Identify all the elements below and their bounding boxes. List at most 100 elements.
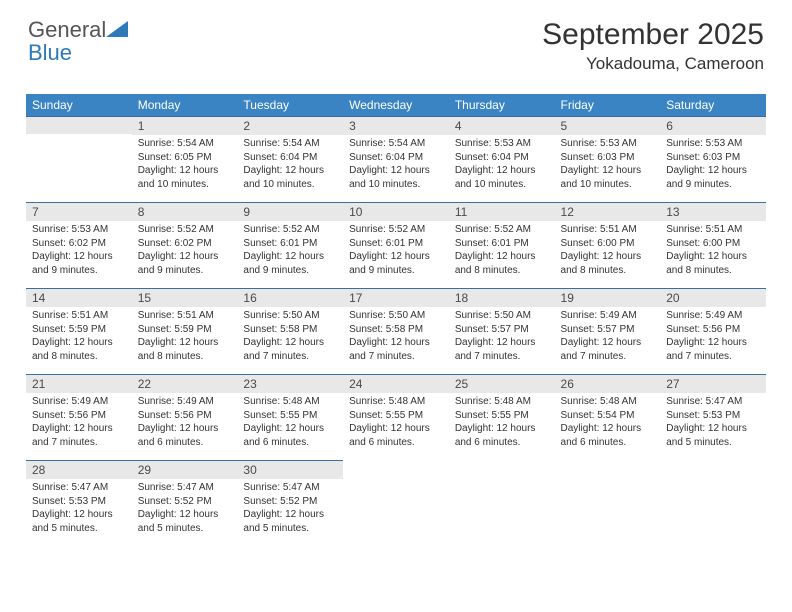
day-number-bar: 12 <box>555 202 661 221</box>
day-number-bar: 20 <box>660 288 766 307</box>
day-content: Sunrise: 5:47 AMSunset: 5:52 PMDaylight:… <box>132 479 238 539</box>
day-number-bar: 15 <box>132 288 238 307</box>
day-number-bar: 13 <box>660 202 766 221</box>
calendar-cell: 21Sunrise: 5:49 AMSunset: 5:56 PMDayligh… <box>26 374 132 460</box>
day-content: Sunrise: 5:50 AMSunset: 5:58 PMDaylight:… <box>237 307 343 367</box>
calendar-cell: 24Sunrise: 5:48 AMSunset: 5:55 PMDayligh… <box>343 374 449 460</box>
day-content: Sunrise: 5:51 AMSunset: 6:00 PMDaylight:… <box>660 221 766 281</box>
day-number-bar: 22 <box>132 374 238 393</box>
day-number-bar: 5 <box>555 116 661 135</box>
day-number-bar: 10 <box>343 202 449 221</box>
weekday-header: Friday <box>555 94 661 116</box>
calendar-cell: 22Sunrise: 5:49 AMSunset: 5:56 PMDayligh… <box>132 374 238 460</box>
calendar-cell <box>343 460 449 546</box>
calendar-cell <box>555 460 661 546</box>
day-number-bar: 27 <box>660 374 766 393</box>
calendar-cell: 11Sunrise: 5:52 AMSunset: 6:01 PMDayligh… <box>449 202 555 288</box>
day-number-bar <box>26 116 132 134</box>
month-title: September 2025 <box>542 18 764 52</box>
calendar-cell: 9Sunrise: 5:52 AMSunset: 6:01 PMDaylight… <box>237 202 343 288</box>
calendar-cell: 23Sunrise: 5:48 AMSunset: 5:55 PMDayligh… <box>237 374 343 460</box>
day-number-bar: 4 <box>449 116 555 135</box>
day-number-bar: 21 <box>26 374 132 393</box>
day-number-bar: 14 <box>26 288 132 307</box>
calendar-cell: 16Sunrise: 5:50 AMSunset: 5:58 PMDayligh… <box>237 288 343 374</box>
day-content: Sunrise: 5:53 AMSunset: 6:03 PMDaylight:… <box>555 135 661 195</box>
calendar-cell: 2Sunrise: 5:54 AMSunset: 6:04 PMDaylight… <box>237 116 343 202</box>
day-content: Sunrise: 5:48 AMSunset: 5:55 PMDaylight:… <box>343 393 449 453</box>
weekday-header: Sunday <box>26 94 132 116</box>
day-content: Sunrise: 5:48 AMSunset: 5:54 PMDaylight:… <box>555 393 661 453</box>
calendar-cell: 5Sunrise: 5:53 AMSunset: 6:03 PMDaylight… <box>555 116 661 202</box>
day-content: Sunrise: 5:50 AMSunset: 5:58 PMDaylight:… <box>343 307 449 367</box>
day-number-bar: 18 <box>449 288 555 307</box>
calendar-cell: 29Sunrise: 5:47 AMSunset: 5:52 PMDayligh… <box>132 460 238 546</box>
calendar-cell: 13Sunrise: 5:51 AMSunset: 6:00 PMDayligh… <box>660 202 766 288</box>
day-content: Sunrise: 5:49 AMSunset: 5:56 PMDaylight:… <box>660 307 766 367</box>
day-content: Sunrise: 5:48 AMSunset: 5:55 PMDaylight:… <box>449 393 555 453</box>
day-content: Sunrise: 5:51 AMSunset: 6:00 PMDaylight:… <box>555 221 661 281</box>
day-content: Sunrise: 5:51 AMSunset: 5:59 PMDaylight:… <box>26 307 132 367</box>
day-number-bar: 23 <box>237 374 343 393</box>
day-number-bar: 25 <box>449 374 555 393</box>
day-content: Sunrise: 5:47 AMSunset: 5:52 PMDaylight:… <box>237 479 343 539</box>
calendar-cell: 3Sunrise: 5:54 AMSunset: 6:04 PMDaylight… <box>343 116 449 202</box>
day-content: Sunrise: 5:52 AMSunset: 6:01 PMDaylight:… <box>237 221 343 281</box>
day-number-bar: 3 <box>343 116 449 135</box>
day-number-bar: 9 <box>237 202 343 221</box>
calendar-cell: 18Sunrise: 5:50 AMSunset: 5:57 PMDayligh… <box>449 288 555 374</box>
brand-text-1: General <box>28 17 106 42</box>
day-number-bar: 30 <box>237 460 343 479</box>
calendar-row: 28Sunrise: 5:47 AMSunset: 5:53 PMDayligh… <box>26 460 766 546</box>
calendar-cell: 28Sunrise: 5:47 AMSunset: 5:53 PMDayligh… <box>26 460 132 546</box>
weekday-header: Tuesday <box>237 94 343 116</box>
calendar-body: 1Sunrise: 5:54 AMSunset: 6:05 PMDaylight… <box>26 116 766 546</box>
calendar-cell: 1Sunrise: 5:54 AMSunset: 6:05 PMDaylight… <box>132 116 238 202</box>
weekday-header: Saturday <box>660 94 766 116</box>
day-content: Sunrise: 5:53 AMSunset: 6:04 PMDaylight:… <box>449 135 555 195</box>
day-content: Sunrise: 5:52 AMSunset: 6:02 PMDaylight:… <box>132 221 238 281</box>
day-content: Sunrise: 5:52 AMSunset: 6:01 PMDaylight:… <box>449 221 555 281</box>
calendar-cell: 10Sunrise: 5:52 AMSunset: 6:01 PMDayligh… <box>343 202 449 288</box>
day-number-bar: 19 <box>555 288 661 307</box>
day-number-bar: 6 <box>660 116 766 135</box>
location: Yokadouma, Cameroon <box>542 54 764 74</box>
calendar-cell: 19Sunrise: 5:49 AMSunset: 5:57 PMDayligh… <box>555 288 661 374</box>
day-number-bar: 11 <box>449 202 555 221</box>
calendar-row: 7Sunrise: 5:53 AMSunset: 6:02 PMDaylight… <box>26 202 766 288</box>
day-content: Sunrise: 5:49 AMSunset: 5:57 PMDaylight:… <box>555 307 661 367</box>
day-content: Sunrise: 5:54 AMSunset: 6:05 PMDaylight:… <box>132 135 238 195</box>
brand-text-2: Blue <box>28 40 72 65</box>
day-content: Sunrise: 5:53 AMSunset: 6:02 PMDaylight:… <box>26 221 132 281</box>
calendar-cell: 15Sunrise: 5:51 AMSunset: 5:59 PMDayligh… <box>132 288 238 374</box>
day-content: Sunrise: 5:49 AMSunset: 5:56 PMDaylight:… <box>26 393 132 453</box>
calendar-cell: 30Sunrise: 5:47 AMSunset: 5:52 PMDayligh… <box>237 460 343 546</box>
day-number-bar: 8 <box>132 202 238 221</box>
day-number-bar: 7 <box>26 202 132 221</box>
day-number-bar: 29 <box>132 460 238 479</box>
calendar-row: 1Sunrise: 5:54 AMSunset: 6:05 PMDaylight… <box>26 116 766 202</box>
brand-triangle-icon <box>106 21 128 39</box>
brand-logo: General Blue <box>28 18 128 64</box>
calendar-row: 14Sunrise: 5:51 AMSunset: 5:59 PMDayligh… <box>26 288 766 374</box>
day-content: Sunrise: 5:49 AMSunset: 5:56 PMDaylight:… <box>132 393 238 453</box>
day-number-bar: 28 <box>26 460 132 479</box>
calendar-cell: 14Sunrise: 5:51 AMSunset: 5:59 PMDayligh… <box>26 288 132 374</box>
calendar-cell <box>660 460 766 546</box>
weekday-header: Thursday <box>449 94 555 116</box>
day-content: Sunrise: 5:47 AMSunset: 5:53 PMDaylight:… <box>660 393 766 453</box>
calendar-cell: 6Sunrise: 5:53 AMSunset: 6:03 PMDaylight… <box>660 116 766 202</box>
calendar-cell: 27Sunrise: 5:47 AMSunset: 5:53 PMDayligh… <box>660 374 766 460</box>
weekday-header: Wednesday <box>343 94 449 116</box>
header: General Blue September 2025 Yokadouma, C… <box>0 0 792 78</box>
calendar-cell: 7Sunrise: 5:53 AMSunset: 6:02 PMDaylight… <box>26 202 132 288</box>
calendar-row: 21Sunrise: 5:49 AMSunset: 5:56 PMDayligh… <box>26 374 766 460</box>
day-content: Sunrise: 5:50 AMSunset: 5:57 PMDaylight:… <box>449 307 555 367</box>
calendar-cell <box>449 460 555 546</box>
day-number-bar: 2 <box>237 116 343 135</box>
day-content: Sunrise: 5:54 AMSunset: 6:04 PMDaylight:… <box>343 135 449 195</box>
day-number-bar: 26 <box>555 374 661 393</box>
calendar-cell: 4Sunrise: 5:53 AMSunset: 6:04 PMDaylight… <box>449 116 555 202</box>
day-content: Sunrise: 5:47 AMSunset: 5:53 PMDaylight:… <box>26 479 132 539</box>
calendar-cell: 17Sunrise: 5:50 AMSunset: 5:58 PMDayligh… <box>343 288 449 374</box>
